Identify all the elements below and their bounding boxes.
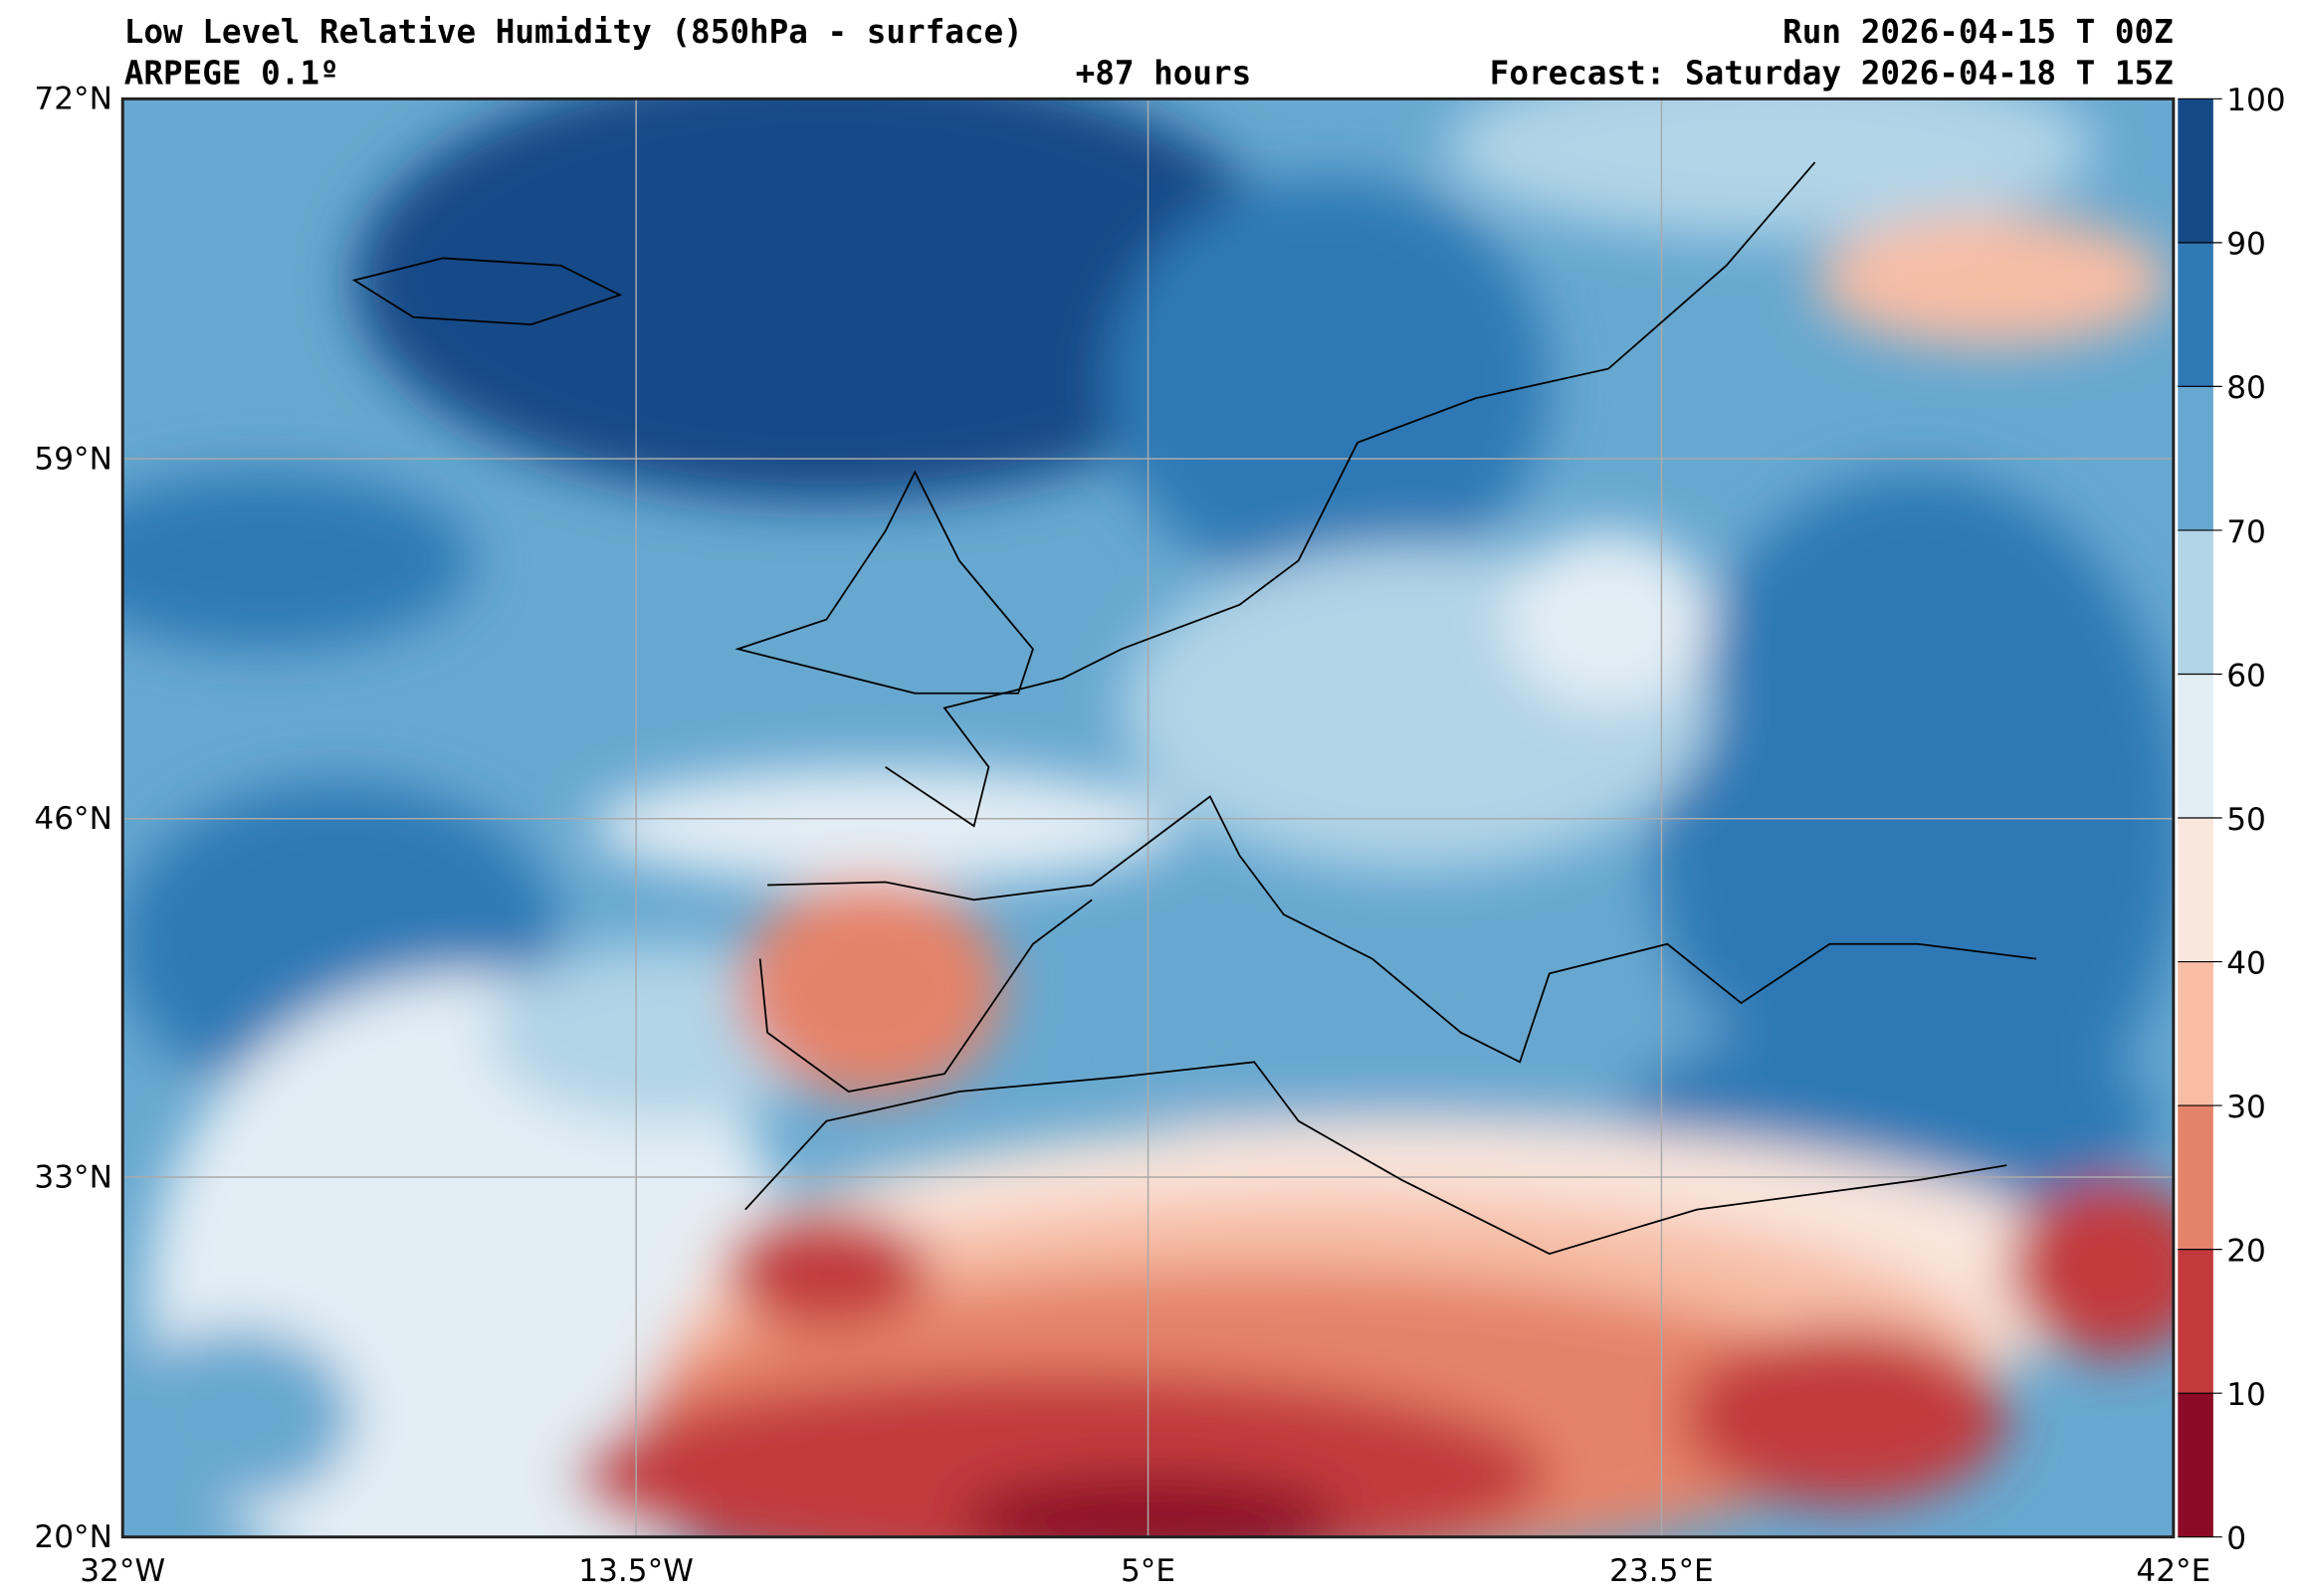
- lon-label: 23.5°E: [1609, 1553, 1714, 1589]
- humidity-map: [122, 99, 2174, 1537]
- colorbar-label: 70: [2226, 514, 2266, 550]
- colorbar-segment: [2178, 1105, 2213, 1250]
- colorbar-segment: [2178, 818, 2213, 962]
- colorbar-segment: [2178, 961, 2213, 1106]
- colorbar-label: 90: [2226, 227, 2266, 263]
- coastlines: [351, 161, 2037, 1256]
- colorbar-segment: [2178, 99, 2213, 243]
- graticule: [122, 99, 2174, 1537]
- model-label: ARPEGE 0.1º: [124, 54, 339, 92]
- lat-label: 46°N: [34, 801, 111, 837]
- lon-label: 32°W: [80, 1553, 165, 1589]
- lead-time-label: +87 hours: [1076, 54, 1252, 92]
- colorbar-label: 40: [2226, 945, 2266, 981]
- colorbar-label: 100: [2226, 83, 2285, 118]
- colorbar: 0 10 20 30 40 50 60 70 80 90 100: [2178, 83, 2286, 1557]
- chart-title: Low Level Relative Humidity (850hPa - su…: [124, 13, 1023, 51]
- lat-label: 33°N: [34, 1159, 111, 1195]
- lon-label: 42°E: [2136, 1553, 2210, 1589]
- colorbar-segment: [2178, 1249, 2213, 1394]
- colorbar-label: 0: [2226, 1521, 2246, 1557]
- colorbar-segment: [2178, 1393, 2213, 1537]
- forecast-time-label: Forecast: Saturday 2026-04-18 T 15Z: [1490, 54, 2174, 92]
- colorbar-label: 10: [2226, 1377, 2266, 1413]
- lon-label: 5°E: [1121, 1553, 1175, 1589]
- lat-axis: 72°N 59°N 46°N 33°N 20°N: [34, 82, 111, 1555]
- colorbar-label: 20: [2226, 1233, 2266, 1269]
- run-label: Run 2026-04-15 T 00Z: [1782, 13, 2174, 51]
- lat-label: 59°N: [34, 441, 111, 477]
- colorbar-label: 60: [2226, 658, 2266, 694]
- lat-label: 20°N: [34, 1519, 111, 1555]
- lon-label: 13.5°W: [578, 1553, 694, 1589]
- lat-label: 72°N: [34, 82, 111, 117]
- lon-axis: 32°W 13.5°W 5°E 23.5°E 42°E: [80, 1553, 2210, 1589]
- colorbar-segment: [2178, 242, 2213, 387]
- colorbar-segment: [2178, 529, 2213, 675]
- colorbar-label: 80: [2226, 370, 2266, 406]
- colorbar-label: 30: [2226, 1090, 2266, 1125]
- map-frame: [120, 97, 2176, 1539]
- colorbar-segment: [2178, 674, 2213, 819]
- colorbar-segment: [2178, 386, 2213, 530]
- colorbar-label: 50: [2226, 802, 2266, 838]
